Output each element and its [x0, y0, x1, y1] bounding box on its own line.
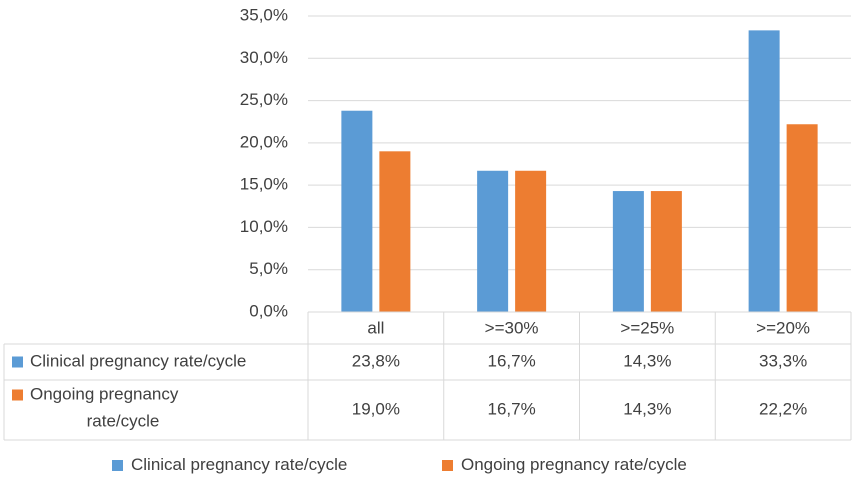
bar-clinical [748, 30, 780, 313]
y-tick-label: 5,0% [249, 259, 288, 278]
y-tick-label: 15,0% [240, 175, 288, 194]
y-tick-label: 10,0% [240, 217, 288, 236]
bar-clinical [612, 191, 644, 312]
bar-ongoing [515, 170, 547, 312]
bar-ongoing [379, 151, 411, 312]
data-label: 33,3% [759, 351, 807, 370]
data-label: 16,7% [488, 351, 536, 370]
x-category-label: all [367, 318, 384, 337]
table-swatch-ongoing [12, 389, 23, 401]
y-tick-label: 20,0% [240, 132, 288, 151]
legend-swatch-clinical [112, 459, 123, 471]
legend-label-ongoing: Ongoing pregnancy rate/cycle [461, 455, 687, 474]
data-label: 16,7% [488, 399, 536, 418]
row-label: Clinical pregnancy rate/cycle [30, 351, 246, 370]
bar-ongoing [786, 124, 818, 312]
bar-clinical [341, 110, 373, 312]
data-label: 23,8% [352, 351, 400, 370]
legend: Clinical pregnancy rate/cycle Ongoing pr… [0, 455, 861, 479]
data-label: 14,3% [623, 351, 671, 370]
legend-swatch-ongoing [442, 459, 453, 471]
y-tick-label: 25,0% [240, 90, 288, 109]
y-tick-label: 0,0% [249, 301, 288, 320]
row-label: rate/cycle [87, 411, 160, 430]
x-category-label: >=20% [756, 318, 810, 337]
data-label: 14,3% [623, 399, 671, 418]
y-tick-label: 30,0% [240, 48, 288, 67]
legend-label-clinical: Clinical pregnancy rate/cycle [131, 455, 348, 474]
y-tick-label: 35,0% [240, 5, 288, 24]
legend-item-ongoing: Ongoing pregnancy rate/cycle [442, 455, 687, 475]
legend-item-clinical: Clinical pregnancy rate/cycle [112, 455, 347, 475]
table-swatch-clinical [12, 356, 23, 368]
bar-clinical [477, 170, 509, 312]
row-label: Ongoing pregnancy [30, 384, 179, 403]
data-label: 19,0% [352, 399, 400, 418]
x-category-label: >=25% [620, 318, 674, 337]
x-category-label: >=30% [485, 318, 539, 337]
data-label: 22,2% [759, 399, 807, 418]
bar-ongoing [650, 191, 682, 312]
